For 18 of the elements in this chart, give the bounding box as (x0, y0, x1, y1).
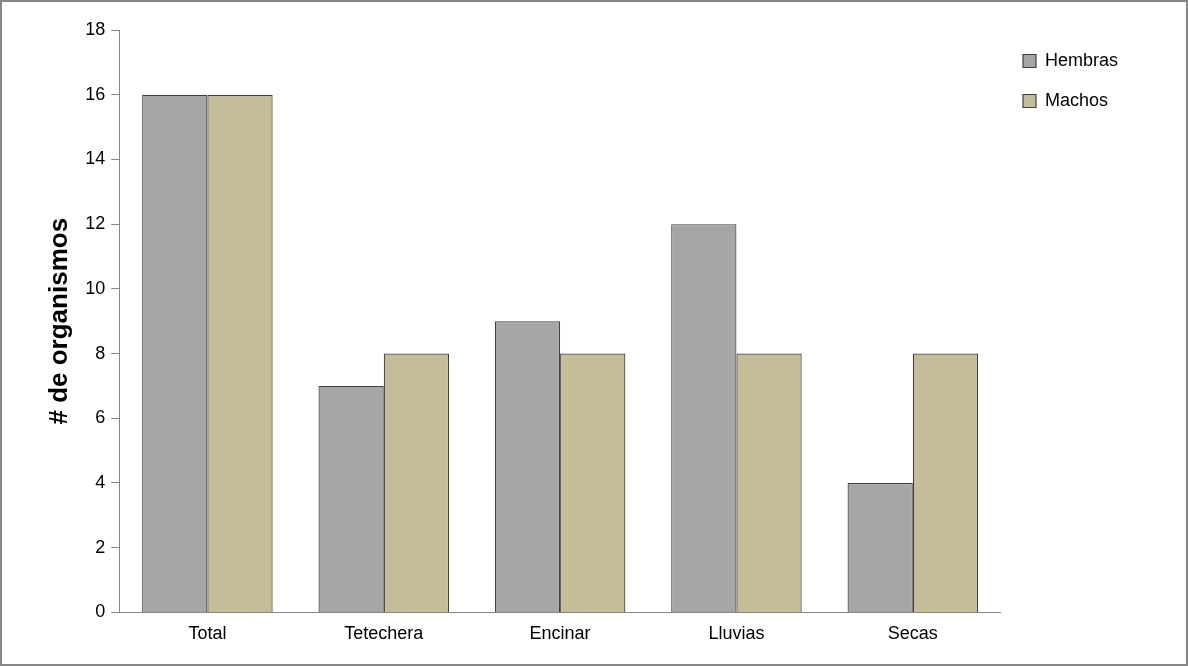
y-tick-label: 10 (85, 277, 106, 298)
y-tick-label: 16 (85, 83, 106, 104)
x-tick-label: Total (188, 623, 227, 644)
x-tick-label: Secas (887, 623, 938, 644)
legend-label: Machos (1044, 89, 1109, 110)
x-tick-label: Encinar (529, 623, 591, 644)
y-tick-label: 0 (95, 601, 106, 622)
legend-label: Hembras (1044, 49, 1119, 70)
x-tick-label: Tetechera (344, 623, 425, 644)
y-tick-label: 6 (95, 407, 106, 428)
y-tick-label: 2 (95, 536, 106, 557)
y-tick-label: 8 (95, 342, 106, 363)
y-tick-label: 18 (85, 18, 106, 39)
y-tick-label: 12 (85, 213, 106, 234)
y-tick-label: 14 (85, 148, 106, 169)
y-tick-label: 4 (95, 471, 106, 492)
y-axis-title: # de organismos (42, 217, 73, 425)
x-tick-label: Lluvias (708, 623, 765, 644)
